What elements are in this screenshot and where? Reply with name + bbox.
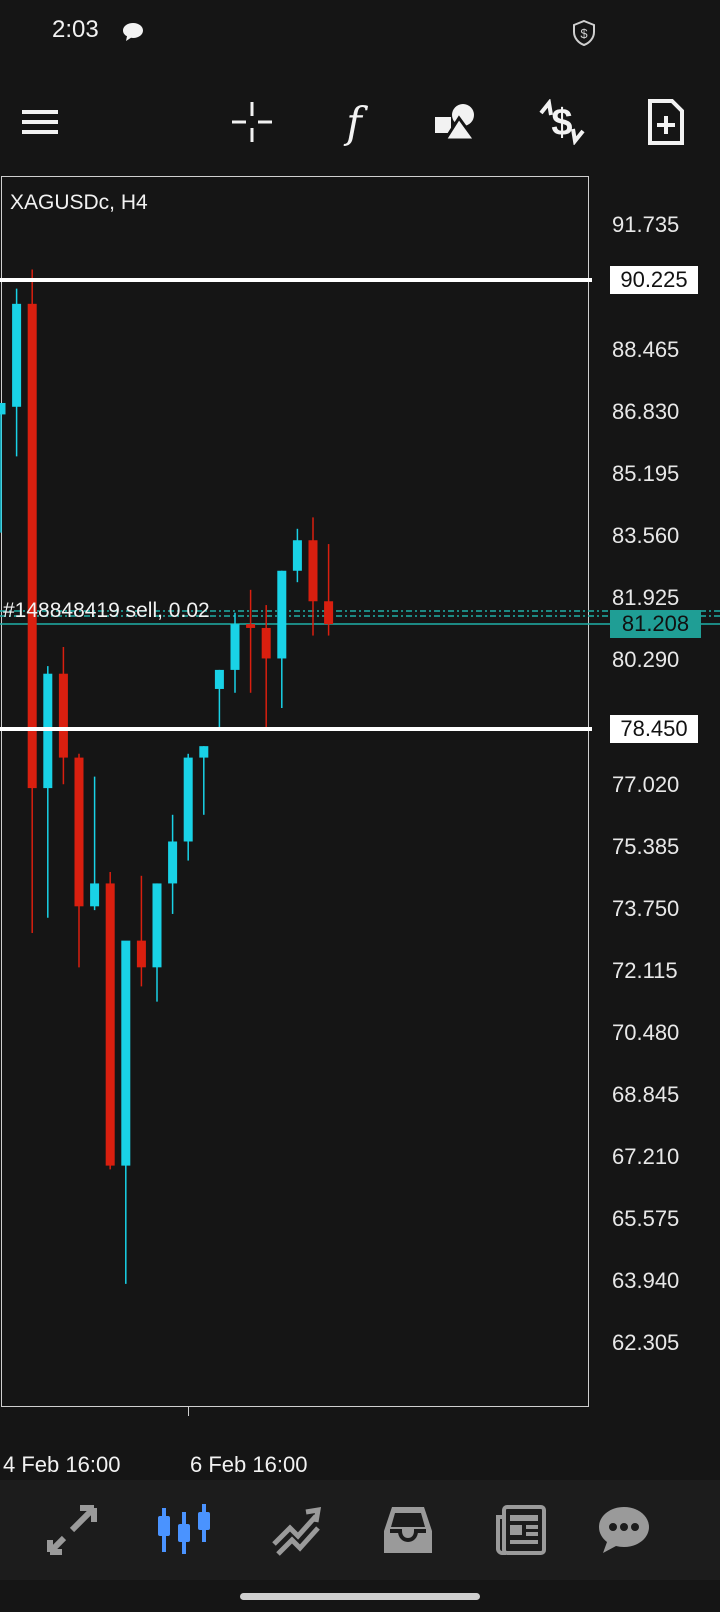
horizontal-line-price-tag[interactable]: 78.450 <box>610 715 698 743</box>
candle-body <box>58 673 68 758</box>
horizontal-line-price-tag[interactable]: 90.225 <box>610 266 698 294</box>
price-label: 86.830 <box>612 399 680 424</box>
price-label: 62.305 <box>612 1330 680 1355</box>
price-label: 88.465 <box>612 337 680 362</box>
candle <box>308 517 318 636</box>
history-icon[interactable] <box>380 1502 436 1558</box>
candle-body <box>105 883 115 1166</box>
candle-body <box>308 540 318 602</box>
chart-icon[interactable] <box>156 1502 212 1558</box>
menu-icon[interactable] <box>14 96 66 148</box>
candle <box>292 528 302 583</box>
candle <box>27 269 37 934</box>
bid-price-tag: 81.208 <box>610 610 701 638</box>
candle-body <box>0 402 6 415</box>
candle <box>168 814 178 914</box>
price-label: 72.115 <box>612 958 678 983</box>
candles-group <box>0 269 334 1284</box>
candle-body <box>199 746 209 758</box>
candle-body <box>12 303 22 407</box>
candle-body <box>292 540 302 571</box>
price-label: 91.735 <box>612 212 680 237</box>
time-label: 6 Feb 16:00 <box>190 1452 308 1477</box>
candle-body <box>246 624 256 628</box>
trade-icon[interactable] <box>268 1502 324 1558</box>
candle <box>136 875 146 987</box>
price-label: 85.195 <box>612 461 680 486</box>
candle <box>324 544 334 636</box>
candle-body <box>230 624 240 670</box>
candle-body <box>324 601 334 625</box>
candle <box>43 666 53 918</box>
candle-body <box>168 841 178 884</box>
chat-bubble-icon <box>123 23 143 41</box>
candle-body <box>214 669 224 689</box>
status-bar: 2:03 $ <box>0 0 720 66</box>
symbol-label: XAGUSDc, H4 <box>10 191 148 214</box>
candle <box>58 647 68 785</box>
price-label: 63.940 <box>612 1268 680 1293</box>
chart-toolbar: f $ <box>0 66 720 176</box>
candle <box>12 288 22 457</box>
candle <box>105 871 115 1170</box>
candle-body <box>27 303 37 789</box>
candle-body <box>152 883 162 968</box>
candle-body <box>261 627 271 659</box>
candle <box>199 746 209 815</box>
time-label: 4 Feb 16:00 <box>3 1452 121 1477</box>
indicators-glyph: f <box>346 97 362 147</box>
price-label: 70.480 <box>612 1020 680 1045</box>
candle <box>0 402 6 533</box>
news-icon[interactable] <box>492 1502 548 1558</box>
candle-body <box>121 940 131 1166</box>
price-label: 80.290 <box>612 647 680 672</box>
candle-body <box>136 940 146 968</box>
price-label: 67.210 <box>612 1144 680 1169</box>
candle-body <box>183 757 193 842</box>
price-label: 65.575 <box>612 1206 680 1231</box>
objects-icon[interactable] <box>430 96 482 148</box>
price-label: 75.385 <box>612 834 680 859</box>
price-label: 68.845 <box>612 1082 680 1107</box>
candle <box>121 940 131 1284</box>
candle-body <box>74 757 84 907</box>
trade-icon[interactable]: $ <box>536 96 588 148</box>
candle <box>152 883 162 1002</box>
messages-icon[interactable] <box>596 1502 652 1558</box>
price-label: 77.020 <box>612 772 680 797</box>
quotes-icon[interactable] <box>44 1502 100 1558</box>
clock: 2:03 <box>52 16 99 43</box>
candle <box>246 589 256 693</box>
gesture-bar[interactable] <box>240 1593 480 1600</box>
order-label: #148848419 sell, 0.02 <box>3 599 210 622</box>
shield-dollar-icon: $ <box>573 20 595 46</box>
candle <box>214 669 224 731</box>
chart-canvas[interactable] <box>0 176 720 1480</box>
candle <box>261 605 271 728</box>
price-label: 73.750 <box>612 896 680 921</box>
new-order-icon[interactable] <box>640 96 692 148</box>
candle <box>74 753 84 968</box>
price-label: 81.925 <box>612 585 680 610</box>
candle-body <box>277 570 287 659</box>
price-label: 83.560 <box>612 523 680 548</box>
crosshair-icon[interactable] <box>226 96 278 148</box>
chart-frame <box>1 176 589 1407</box>
price-chart[interactable]: XAGUSDc, H4 #148848419 sell, 0.02 91.735… <box>0 176 720 1480</box>
candle <box>230 612 240 693</box>
indicators-icon[interactable]: f <box>328 96 380 148</box>
candle <box>90 776 100 911</box>
svg-text:$: $ <box>551 102 572 144</box>
bottom-navigation <box>0 1480 720 1580</box>
candle-body <box>90 883 100 907</box>
svg-text:$: $ <box>580 26 588 41</box>
candle <box>183 753 193 861</box>
candle <box>277 570 287 709</box>
